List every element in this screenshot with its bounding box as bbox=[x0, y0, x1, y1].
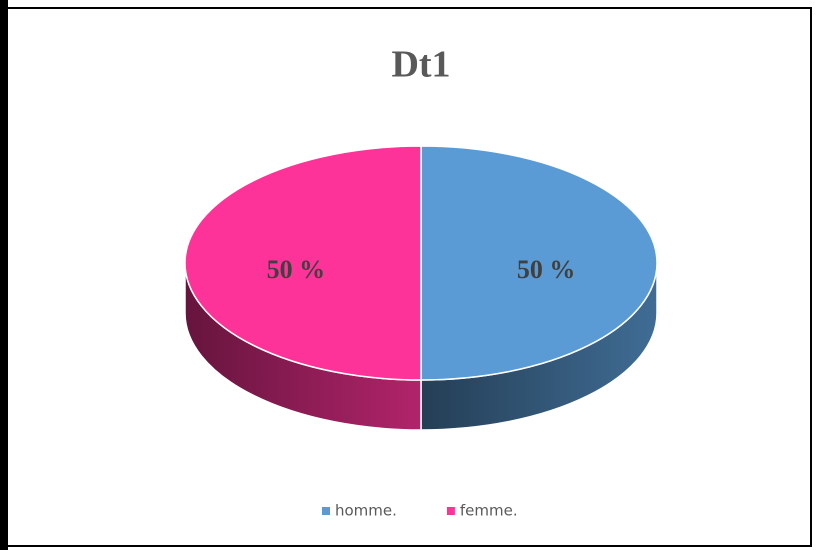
legend-marker bbox=[446, 507, 455, 515]
frame-left bbox=[0, 0, 8, 550]
data-label: 50 % bbox=[517, 255, 576, 284]
legend-label: femme. bbox=[460, 502, 518, 520]
legend-marker bbox=[322, 507, 330, 515]
slice bbox=[184, 145, 422, 381]
legend-label: homme. bbox=[335, 502, 397, 520]
data-label: 50 % bbox=[267, 255, 326, 284]
chart-title: Dt1 bbox=[391, 44, 450, 86]
slice bbox=[420, 145, 658, 381]
